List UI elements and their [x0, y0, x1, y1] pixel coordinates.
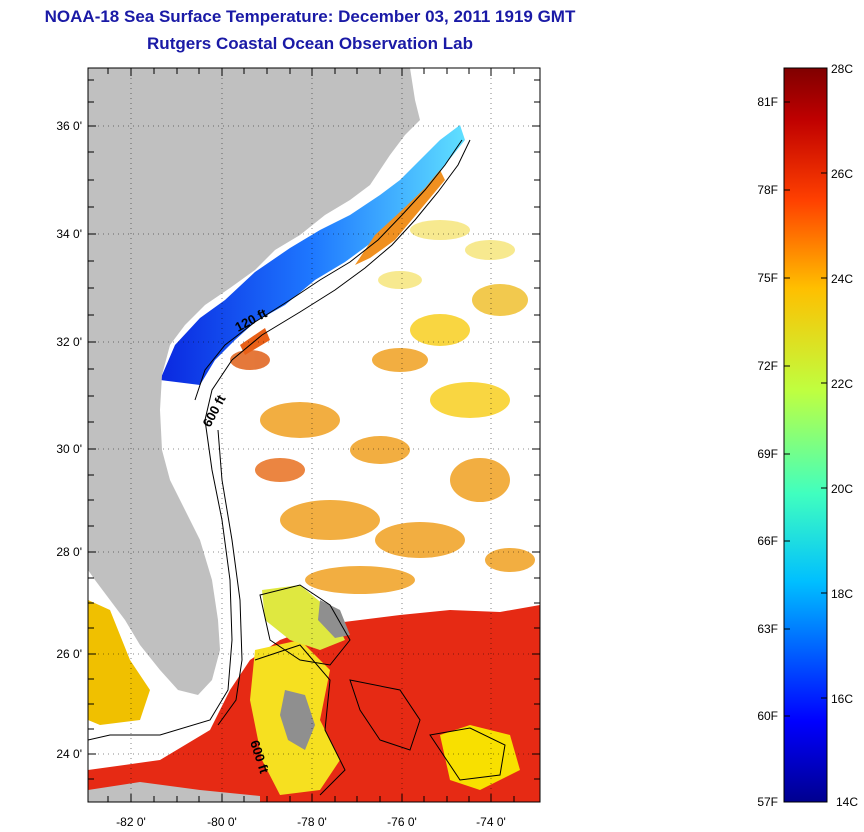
- fahrenheit-label: 78F: [757, 183, 778, 197]
- lon-label: -80 0': [207, 815, 237, 829]
- us-east-coast-land: [88, 68, 420, 695]
- colorbar-ticks: [784, 67, 827, 717]
- colorbar-celsius-labels: 28C 26C 24C 22C 20C 18C 16C 14C: [831, 62, 858, 809]
- celsius-label: 14C: [836, 795, 858, 809]
- celsius-label: 16C: [831, 692, 853, 706]
- lon-label: -74 0': [476, 815, 506, 829]
- fahrenheit-label: 57F: [757, 795, 778, 809]
- fahrenheit-label: 69F: [757, 447, 778, 461]
- map-border: [87, 67, 541, 803]
- bathymetry-contours: [88, 139, 506, 796]
- fahrenheit-label: 72F: [757, 359, 778, 373]
- offshore-yellow-water: [378, 220, 515, 289]
- celsius-label: 18C: [831, 587, 853, 601]
- fahrenheit-label: 66F: [757, 534, 778, 548]
- axis-ticks: [88, 68, 540, 802]
- lat-label: 30 0': [56, 442, 82, 456]
- lat-label: 32 0': [56, 335, 82, 349]
- celsius-label: 22C: [831, 377, 853, 391]
- lon-label: -82 0': [116, 815, 146, 829]
- fahrenheit-label: 63F: [757, 622, 778, 636]
- lat-label: 26 0': [56, 647, 82, 661]
- offshore-warm-water: [230, 284, 535, 594]
- coastal-cold-water: [160, 125, 465, 385]
- celsius-label: 26C: [831, 167, 853, 181]
- fahrenheit-label: 81F: [757, 95, 778, 109]
- lat-label: 36 0': [56, 119, 82, 133]
- celsius-label: 28C: [831, 62, 853, 76]
- map-subtitle: Rutgers Coastal Ocean Observation Lab: [147, 34, 473, 53]
- longitude-labels: -82 0' -80 0' -78 0' -76 0' -74 0': [116, 815, 506, 829]
- lat-label: 24 0': [56, 747, 82, 761]
- fahrenheit-label: 75F: [757, 271, 778, 285]
- celsius-label: 20C: [831, 482, 853, 496]
- lat-label: 28 0': [56, 545, 82, 559]
- celsius-label: 24C: [831, 272, 853, 286]
- lon-label: -78 0': [297, 815, 327, 829]
- temperature-colorbar: [783, 67, 828, 803]
- andros-island-land: [280, 690, 315, 750]
- colorbar-fahrenheit-labels: 81F 78F 75F 72F 69F 66F 63F 60F 57F: [757, 95, 778, 809]
- lat-label: 34 0': [56, 227, 82, 241]
- latitude-labels: 36 0' 34 0' 32 0' 30 0' 28 0' 26 0' 24 0…: [56, 119, 82, 761]
- map-grid: [88, 68, 540, 802]
- bahamas-bank-water: [262, 585, 345, 650]
- lon-label: -76 0': [387, 815, 417, 829]
- florida-bay-warm-water: [88, 600, 150, 725]
- fahrenheit-label: 60F: [757, 709, 778, 723]
- map-title: NOAA-18 Sea Surface Temperature: Decembe…: [44, 7, 576, 26]
- abaco-island-land: [318, 600, 350, 638]
